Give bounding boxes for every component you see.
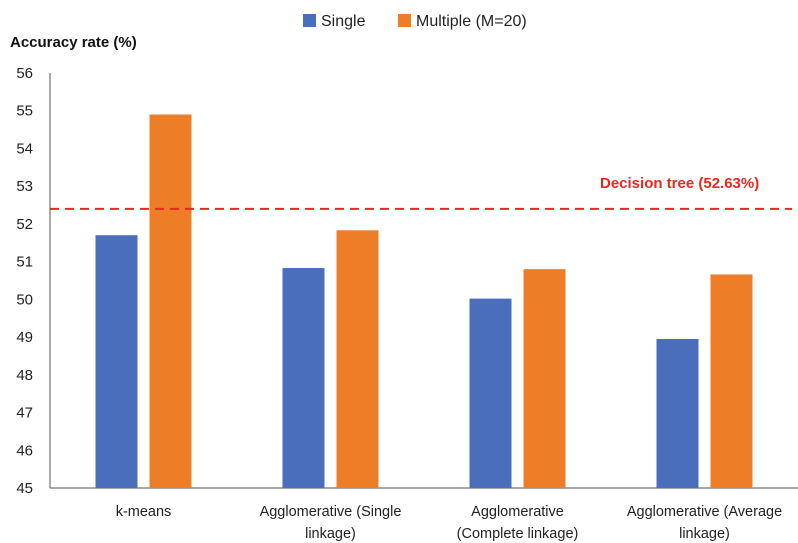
- y-tick-label: 47: [16, 405, 33, 422]
- reference-line-group: Decision tree (52.63%): [50, 175, 792, 210]
- y-tick-label: 51: [16, 254, 33, 271]
- bar: [95, 235, 138, 488]
- x-axis-labels: k-means Agglomerative (Single linkage)Aggl…: [116, 504, 782, 542]
- y-axis-ticks: 45 46 47 48 49 50 51 52 53 54 55 56: [16, 65, 33, 497]
- bar: [523, 269, 566, 488]
- x-tick-label: Agglomerative (Complete linkage): [457, 504, 579, 542]
- x-tick-label-line: k-means: [116, 504, 172, 520]
- bar: [710, 274, 753, 488]
- x-tick-label: k-means: [116, 504, 172, 520]
- bar: [282, 268, 325, 488]
- legend-swatch: [303, 14, 316, 27]
- x-tick-label: Agglomerative (Average linkage): [627, 504, 782, 542]
- x-tick-label-line: (Complete linkage): [457, 526, 579, 542]
- bar: [656, 338, 699, 488]
- y-tick-label: 56: [16, 65, 33, 82]
- bar: [336, 230, 379, 488]
- legend: Single Multiple (M=20): [303, 13, 527, 30]
- y-tick-label: 54: [16, 140, 33, 157]
- y-axis-label: Accuracy rate (%): [10, 34, 137, 51]
- y-tick-label: 48: [16, 367, 33, 384]
- y-tick-label: 55: [16, 103, 33, 120]
- y-tick-label: 45: [16, 480, 33, 497]
- x-tick-label-line: linkage): [305, 526, 356, 542]
- x-tick-label: Agglomerative (Single linkage): [260, 504, 402, 542]
- y-tick-label: 50: [16, 291, 33, 308]
- bar: [149, 114, 192, 488]
- legend-label: Single: [321, 13, 366, 30]
- x-tick-label-line: Agglomerative (Average: [627, 504, 782, 520]
- y-tick-label: 53: [16, 178, 33, 195]
- legend-swatch: [398, 14, 411, 27]
- x-tick-label-line: linkage): [679, 526, 730, 542]
- bars: [95, 114, 753, 488]
- legend-label: Multiple (M=20): [416, 13, 527, 30]
- y-tick-label: 46: [16, 442, 33, 459]
- y-tick-label: 49: [16, 329, 33, 346]
- bar: [469, 298, 512, 488]
- y-tick-label: 52: [16, 216, 33, 233]
- x-tick-label-line: Agglomerative (Single: [260, 504, 402, 520]
- decision-tree-label: Decision tree (52.63%): [600, 175, 759, 192]
- x-tick-label-line: Agglomerative: [471, 504, 564, 520]
